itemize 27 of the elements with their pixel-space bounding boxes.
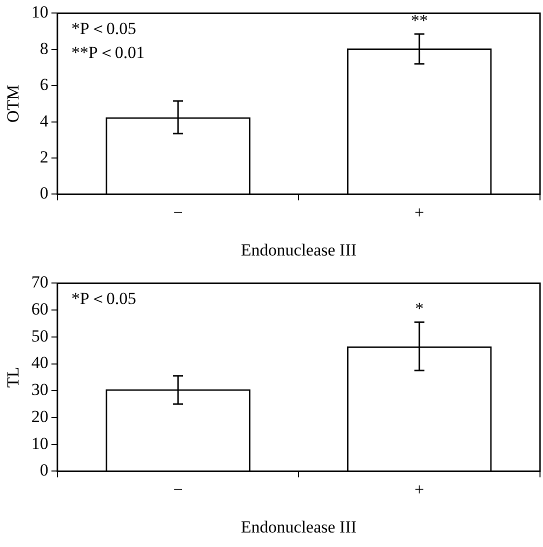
y-tick-label: 6: [40, 75, 48, 94]
y-tick-label: 20: [31, 406, 48, 426]
y-tick-label: 10: [31, 434, 48, 453]
x-axis-title: Endonuclease III: [240, 517, 357, 536]
annotation: *: [415, 299, 424, 318]
y-tick-label: 2: [40, 147, 48, 166]
y-tick-label: 8: [40, 38, 48, 58]
y-axis-title: TL: [4, 366, 23, 388]
annotation: **: [410, 10, 428, 30]
x-tick-label: −: [173, 202, 183, 222]
y-tick-label: 40: [31, 353, 48, 372]
y-tick-label: 50: [31, 326, 48, 346]
x-tick-label: +: [414, 202, 424, 222]
x-tick-label: +: [414, 480, 424, 499]
y-axis-title: OTM: [4, 84, 23, 123]
annotation: *P＜0.05: [71, 19, 136, 38]
annotation: *P＜0.05: [71, 289, 136, 308]
y-tick-label: 0: [40, 184, 48, 203]
y-tick-label: 60: [31, 300, 48, 319]
y-tick-label: 10: [31, 2, 48, 22]
annotation: **P＜0.01: [71, 43, 145, 62]
y-tick-label: 30: [31, 380, 48, 400]
x-axis-title: Endonuclease III: [240, 240, 357, 260]
y-tick-label: 4: [40, 111, 49, 130]
x-tick-label: −: [173, 480, 183, 499]
y-tick-label: 0: [40, 460, 48, 480]
y-tick-label: 70: [31, 272, 48, 292]
